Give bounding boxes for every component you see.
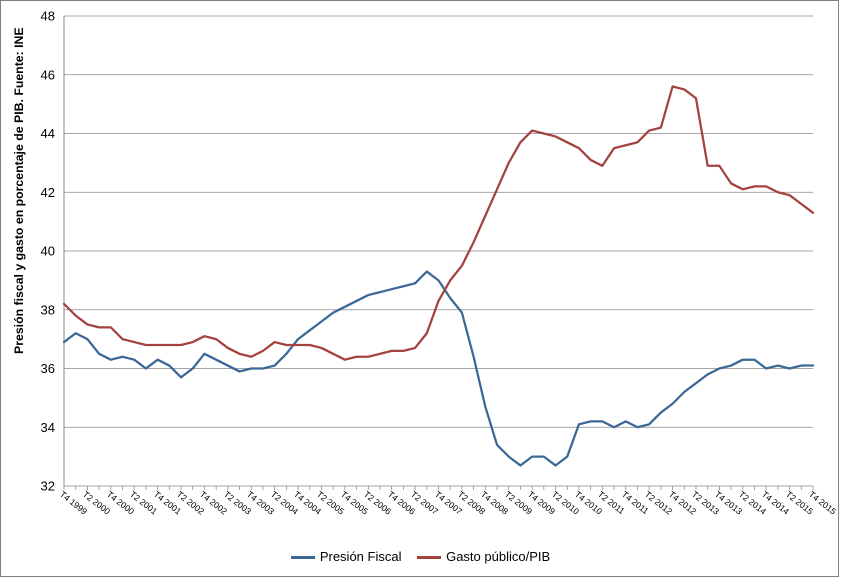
svg-text:36: 36 [41, 361, 55, 376]
svg-text:40: 40 [41, 244, 55, 259]
svg-text:46: 46 [41, 67, 55, 82]
svg-text:32: 32 [41, 479, 55, 494]
svg-text:48: 48 [41, 9, 55, 24]
svg-text:42: 42 [41, 185, 55, 200]
svg-text:34: 34 [41, 420, 55, 435]
svg-text:38: 38 [41, 302, 55, 317]
svg-text:44: 44 [41, 126, 55, 141]
